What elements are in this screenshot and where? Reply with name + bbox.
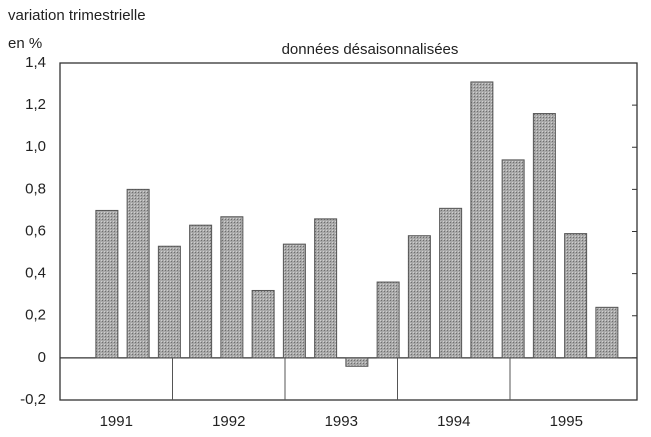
chart-title: données désaisonnalisées xyxy=(282,41,459,58)
bar xyxy=(376,281,400,359)
x-tick-label: 1994 xyxy=(437,413,470,430)
x-tick-label: 1991 xyxy=(100,413,133,430)
bar xyxy=(251,289,275,359)
bar xyxy=(220,216,244,359)
bar xyxy=(470,81,494,359)
x-tick-label: 1995 xyxy=(550,413,583,430)
y-axis-label: variation trimestrielle xyxy=(8,7,146,24)
bar xyxy=(157,245,181,359)
x-tick-label: 1992 xyxy=(212,413,245,430)
bar xyxy=(439,207,463,359)
bar xyxy=(126,188,150,359)
y-tick-label: 1,2 xyxy=(25,96,46,113)
bar xyxy=(532,113,556,359)
y-tick-label: 1,4 xyxy=(25,54,46,71)
y-tick-label: 0,8 xyxy=(25,180,46,197)
x-tick-label: 1993 xyxy=(325,413,358,430)
bar xyxy=(282,243,306,359)
bar xyxy=(501,159,525,359)
bar xyxy=(407,235,431,359)
bar xyxy=(95,209,119,359)
bar xyxy=(345,357,369,367)
y-tick-label: 0,6 xyxy=(25,222,46,239)
y-tick-label: 0,2 xyxy=(25,307,46,324)
bar xyxy=(564,233,588,359)
bar xyxy=(189,224,213,359)
bar xyxy=(595,306,619,359)
y-tick-label: 0 xyxy=(38,349,46,366)
bar xyxy=(314,218,338,359)
y-tick-label: -0,2 xyxy=(20,391,46,408)
y-tick-label: 1,0 xyxy=(25,138,46,155)
y-axis-label: en % xyxy=(8,35,42,52)
y-tick-label: 0,4 xyxy=(25,265,46,282)
